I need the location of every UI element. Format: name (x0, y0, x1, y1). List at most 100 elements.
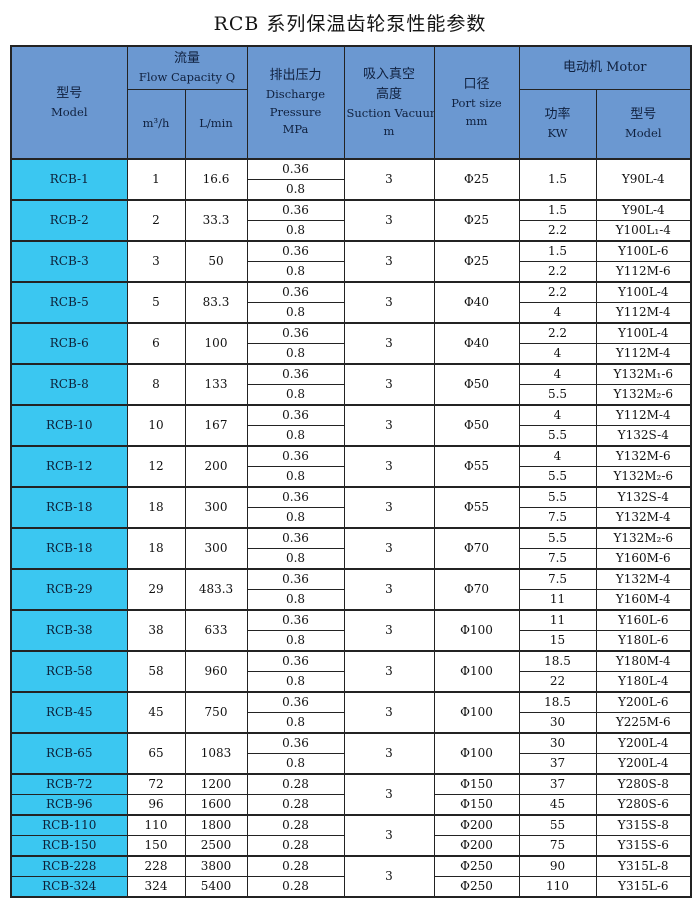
cell-vacuum: 3 (343, 363, 435, 406)
cell-pressure: 0.28 (246, 773, 345, 795)
cell-motor-model: Y180L-6 (595, 630, 692, 652)
table-row: RCB-6 6 100 0.36 3 Φ40 2.2 Y100L-4 (10, 322, 692, 365)
cell-pressure: 0.36 (246, 322, 345, 344)
cell-pressure: 0.36 (246, 240, 345, 262)
cell-model: RCB-38 (10, 609, 128, 652)
cell-vacuum: 3 (343, 445, 435, 488)
cell-pressure: 0.8 (246, 220, 345, 242)
cell-motor-kw: 4 (518, 363, 597, 385)
header-port: 口径 Port size mm (433, 45, 520, 160)
cell-model: RCB-8 (10, 363, 128, 406)
cell-motor-kw: 4 (518, 445, 597, 467)
cell-motor-model: Y200L-6 (595, 691, 692, 713)
table-row: RCB-1 1 16.6 0.36 3 Φ25 1.5 Y90L-4 (10, 158, 692, 201)
cell-motor-kw: 5.5 (518, 486, 597, 508)
cell-motor-kw: 110 (518, 876, 597, 898)
cell-motor-kw: 2.2 (518, 220, 597, 242)
cell-motor-model: Y132M₂-6 (595, 527, 692, 549)
table-row: 0.8 (11, 179, 691, 201)
header-pressure-zh: 排出压力 (269, 67, 322, 83)
cell-pressure: 0.36 (246, 486, 345, 508)
table-row: RCB-150 150 2500 0.28 Φ200 75 Y315S-6 (10, 835, 692, 857)
cell-flow-lmin: 200 (184, 445, 248, 488)
cell-motor-model: Y315L-6 (595, 876, 692, 898)
cell-model: RCB-12 (10, 445, 128, 488)
cell-motor-kw: 4 (518, 302, 597, 324)
cell-pressure: 0.36 (246, 281, 345, 303)
cell-motor-model: Y90L-4 (595, 199, 692, 221)
cell-motor-kw: 30 (518, 732, 597, 754)
cell-flow-m3h: 29 (126, 568, 186, 611)
cell-pressure: 0.36 (246, 732, 345, 754)
cell-flow-m3h: 110 (126, 814, 186, 836)
cell-pressure: 0.8 (246, 343, 345, 365)
cell-port: Φ40 (433, 322, 520, 365)
cell-motor-model: Y132M₂-6 (595, 466, 692, 488)
header-motor-power-zh: 功率 (544, 106, 571, 122)
table-header: 型号 Model 流量 Flow Capacity Q 排出压力 Dischar… (10, 45, 692, 160)
cell-motor-kw: 7.5 (518, 507, 597, 529)
header-flow-zh: 流量 (173, 50, 200, 66)
cell-port: Φ200 (433, 814, 520, 836)
table-row: RCB-2 2 33.3 0.36 3 Φ25 1.5 Y90L-4 (10, 199, 692, 242)
cell-flow-lmin: 33.3 (184, 199, 248, 242)
cell-motor-model: Y100L-4 (595, 322, 692, 344)
header-row-top: 型号 Model 流量 Flow Capacity Q 排出压力 Dischar… (10, 45, 692, 160)
cell-motor-model: Y112M-4 (595, 404, 692, 426)
cell-port: Φ25 (433, 158, 520, 201)
header-vacuum-zh2: 高度 (375, 86, 402, 102)
cell-pressure: 0.8 (246, 425, 345, 447)
header-motor: 电动机 Motor (518, 45, 692, 90)
cell-model: RCB-65 (10, 732, 128, 775)
header-pressure-en2: Pressure (269, 104, 322, 119)
cell-model: RCB-58 (10, 650, 128, 693)
header-flow: 流量 Flow Capacity Q (126, 45, 248, 90)
cell-motor-kw: 37 (518, 753, 597, 775)
cell-vacuum: 3 (343, 240, 435, 283)
cell-flow-lmin: 483.3 (184, 568, 248, 611)
cell-motor-kw: 11 (518, 589, 597, 611)
cell-model: RCB-110 (10, 814, 128, 836)
cell-flow-lmin: 16.6 (184, 158, 248, 201)
table-row: RCB-18 18 300 0.36 3 Φ55 5.5 Y132S-4 (10, 486, 692, 529)
cell-port: Φ150 (433, 794, 520, 816)
cell-motor-kw: 5.5 (518, 425, 597, 447)
cell-model: RCB-2 (10, 199, 128, 242)
header-model-zh: 型号 (56, 85, 83, 101)
cell-motor-model: Y90L-4 (595, 158, 692, 201)
cell-model: RCB-324 (10, 876, 128, 898)
cell-vacuum: 3 (343, 732, 435, 775)
cell-motor-kw: 55 (518, 814, 597, 836)
cell-port: Φ70 (433, 568, 520, 611)
cell-motor-kw: 45 (518, 794, 597, 816)
cell-motor-model: Y315S-8 (595, 814, 692, 836)
cell-model: RCB-5 (10, 281, 128, 324)
cell-motor-model: Y160M-6 (595, 548, 692, 570)
cell-pressure: 0.36 (246, 527, 345, 549)
cell-vacuum: 3 (343, 322, 435, 365)
cell-flow-m3h: 6 (126, 322, 186, 365)
header-flow-lmin: L/min (184, 88, 248, 160)
cell-motor-kw: 5.5 (518, 466, 597, 488)
header-motor-model-zh: 型号 (630, 106, 657, 122)
table-row: RCB-18 18 300 0.36 3 Φ70 5.5 Y132M₂-6 (10, 527, 692, 570)
cell-flow-lmin: 2500 (184, 835, 248, 857)
table-row: RCB-228 228 3800 0.28 3 Φ250 90 Y315L-8 (10, 855, 692, 898)
cell-flow-lmin: 1600 (184, 794, 248, 816)
table-row: 0.8 37 Y200L-4 (11, 753, 692, 775)
cell-pressure: 0.36 (246, 609, 345, 631)
cell-flow-m3h: 38 (126, 609, 186, 652)
cell-motor-kw: 11 (518, 609, 597, 631)
cell-pressure: 0.36 (246, 158, 345, 180)
cell-flow-lmin: 50 (184, 240, 248, 283)
table-row: 0.8 11 Y160M-4 (11, 589, 692, 611)
cell-model: RCB-6 (10, 322, 128, 365)
cell-pressure: 0.28 (246, 876, 345, 898)
cell-motor-kw: 1.5 (518, 199, 597, 221)
cell-port: Φ100 (433, 691, 520, 734)
cell-motor-model: Y100L-6 (595, 240, 692, 262)
cell-flow-m3h: 10 (126, 404, 186, 447)
cell-flow-m3h: 58 (126, 650, 186, 693)
cell-motor-kw: 22 (518, 671, 597, 693)
cell-pressure: 0.8 (246, 753, 345, 775)
